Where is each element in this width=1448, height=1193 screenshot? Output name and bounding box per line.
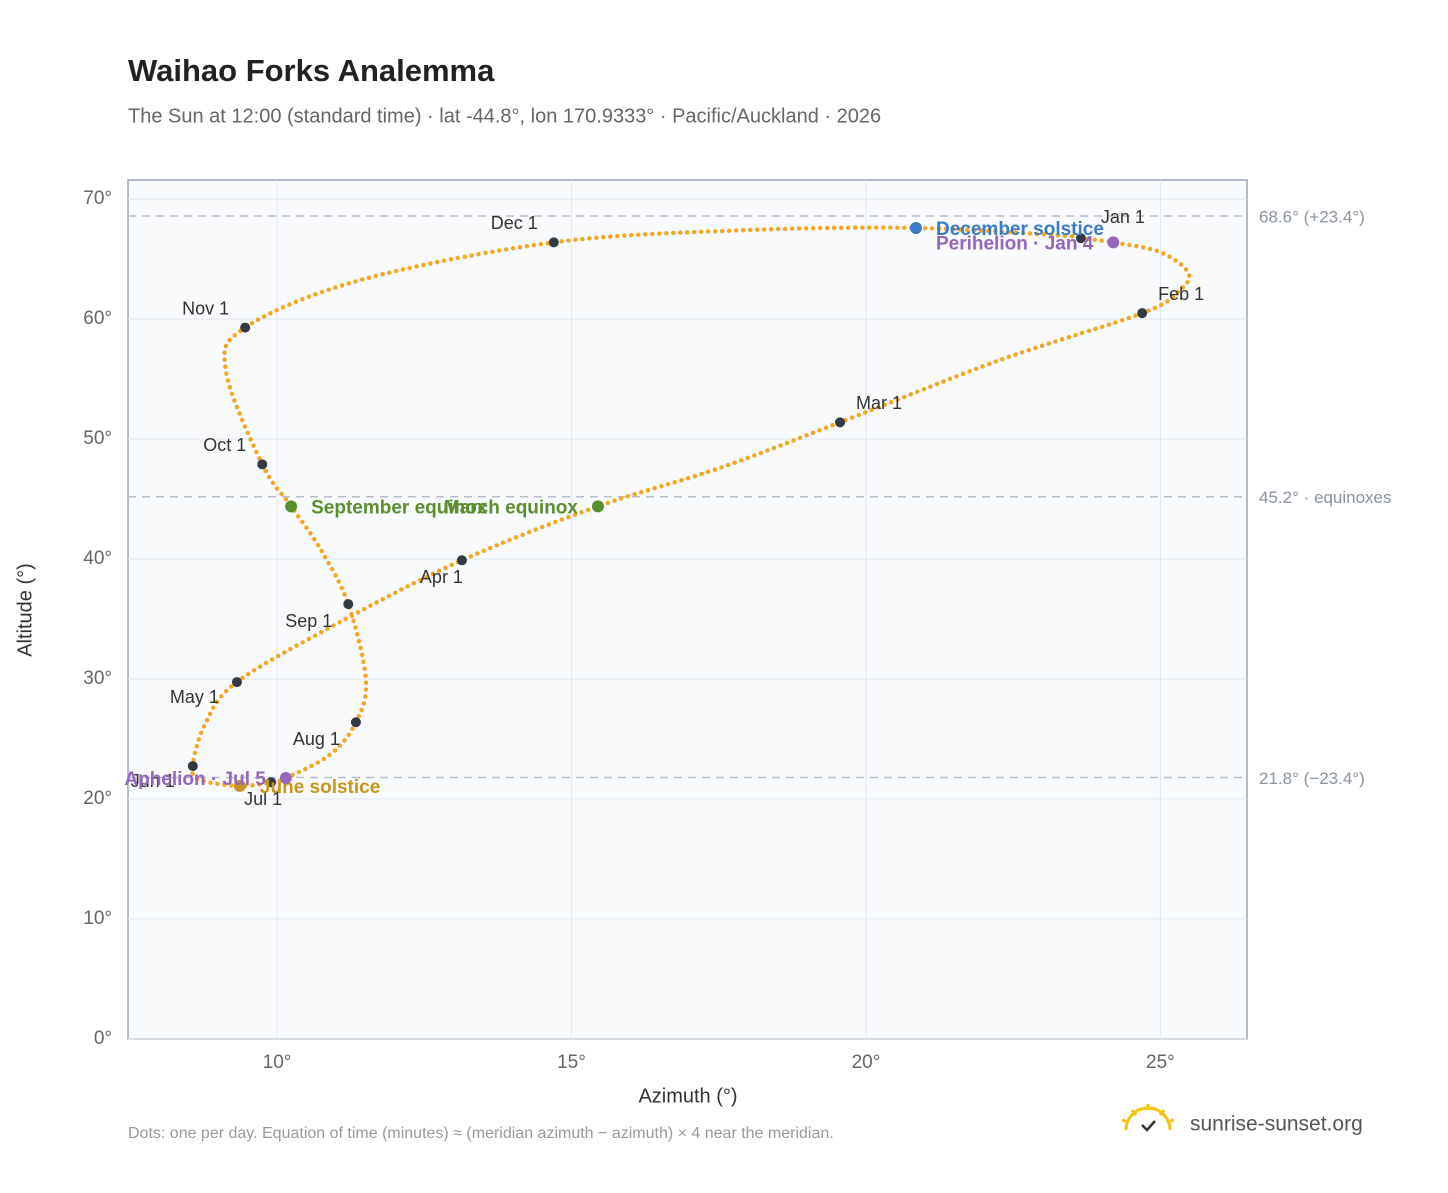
event-label: September equinox [311,497,488,518]
month-label: Mar 1 [856,393,902,413]
y-tick-label: 30° [83,668,112,689]
month-label: Dec 1 [491,213,538,233]
footnote: Dots: one per day. Equation of time (min… [128,1125,834,1142]
month-label: Sep 1 [285,611,332,631]
event-marker [591,500,604,513]
reference-label: 68.6° (+23.4°) [1259,207,1365,226]
brand-logo [1121,1104,1175,1132]
y-tick-label: 20° [83,788,112,809]
event-marker [1107,236,1120,249]
event-label: Perihelion · Jan 4 [936,233,1094,254]
month-label: Oct 1 [203,435,246,455]
month-marker [456,555,467,566]
month-label: Jul 1 [244,789,282,809]
event-marker [285,500,298,513]
month-label: Nov 1 [182,298,229,318]
x-tick-label: 15° [557,1052,586,1073]
event-label: March equinox [444,497,579,518]
plot-area [127,179,1248,1040]
y-tick-label: 40° [83,548,112,569]
month-marker [187,761,198,772]
month-marker [343,599,354,610]
chart-title: Waihao Forks Analemma [128,53,495,88]
month-label: Jan 1 [1101,207,1145,227]
month-label: Apr 1 [420,567,463,587]
month-marker [1137,308,1148,319]
month-marker [257,459,268,470]
x-tick-label: 25° [1146,1052,1175,1073]
y-tick-label: 60° [83,308,112,329]
brand: sunrise-sunset.org [1190,1113,1363,1136]
event-marker [233,779,246,792]
month-label: Feb 1 [1158,284,1204,304]
month-marker [1075,233,1086,244]
y-tick-label: 0° [94,1028,112,1049]
y-tick-label: 70° [83,188,112,209]
month-marker [835,417,846,428]
event-marker [279,772,292,785]
month-marker [240,322,251,333]
month-marker [548,237,559,248]
y-axis-label: Altitude (°) [14,563,36,657]
x-tick-label: 20° [852,1052,881,1073]
month-marker [350,717,361,728]
reference-label: 21.8° (−23.4°) [1259,769,1365,788]
y-tick-label: 50° [83,428,112,449]
reference-label: 45.2° · equinoxes [1259,488,1392,507]
y-tick-label: 10° [83,908,112,929]
month-label: May 1 [170,687,219,707]
event-marker [910,221,923,234]
month-label: Jun 1 [131,771,175,791]
event-label: June solstice [260,777,380,798]
chart-subtitle: The Sun at 12:00 (standard time) · lat -… [128,105,881,127]
x-tick-label: 10° [263,1052,292,1073]
month-label: Aug 1 [293,729,340,749]
month-marker [231,677,242,688]
event-label: Aphelion · Jul 5 [124,769,266,790]
event-label: December solstice [936,219,1104,240]
month-marker [266,777,277,788]
x-axis-label: Azimuth (°) [638,1085,737,1107]
